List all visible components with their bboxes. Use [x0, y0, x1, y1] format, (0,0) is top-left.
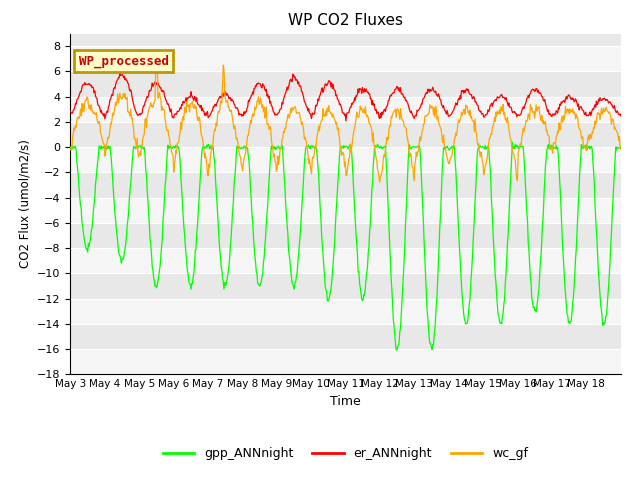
Bar — [70, 46, 621, 72]
Bar — [70, 198, 621, 223]
Bar — [70, 248, 621, 274]
Bar — [70, 349, 621, 374]
Bar — [70, 72, 621, 96]
Bar — [70, 172, 621, 198]
Title: WP CO2 Fluxes: WP CO2 Fluxes — [288, 13, 403, 28]
Bar — [70, 96, 621, 122]
Bar — [70, 324, 621, 349]
Text: WP_processed: WP_processed — [79, 54, 169, 68]
Y-axis label: CO2 Flux (umol/m2/s): CO2 Flux (umol/m2/s) — [19, 140, 31, 268]
Bar — [70, 274, 621, 299]
X-axis label: Time: Time — [330, 395, 361, 408]
Legend: gpp_ANNnight, er_ANNnight, wc_gf: gpp_ANNnight, er_ANNnight, wc_gf — [158, 442, 533, 465]
Bar — [70, 223, 621, 248]
Bar — [70, 147, 621, 172]
Bar — [70, 299, 621, 324]
Bar — [70, 122, 621, 147]
